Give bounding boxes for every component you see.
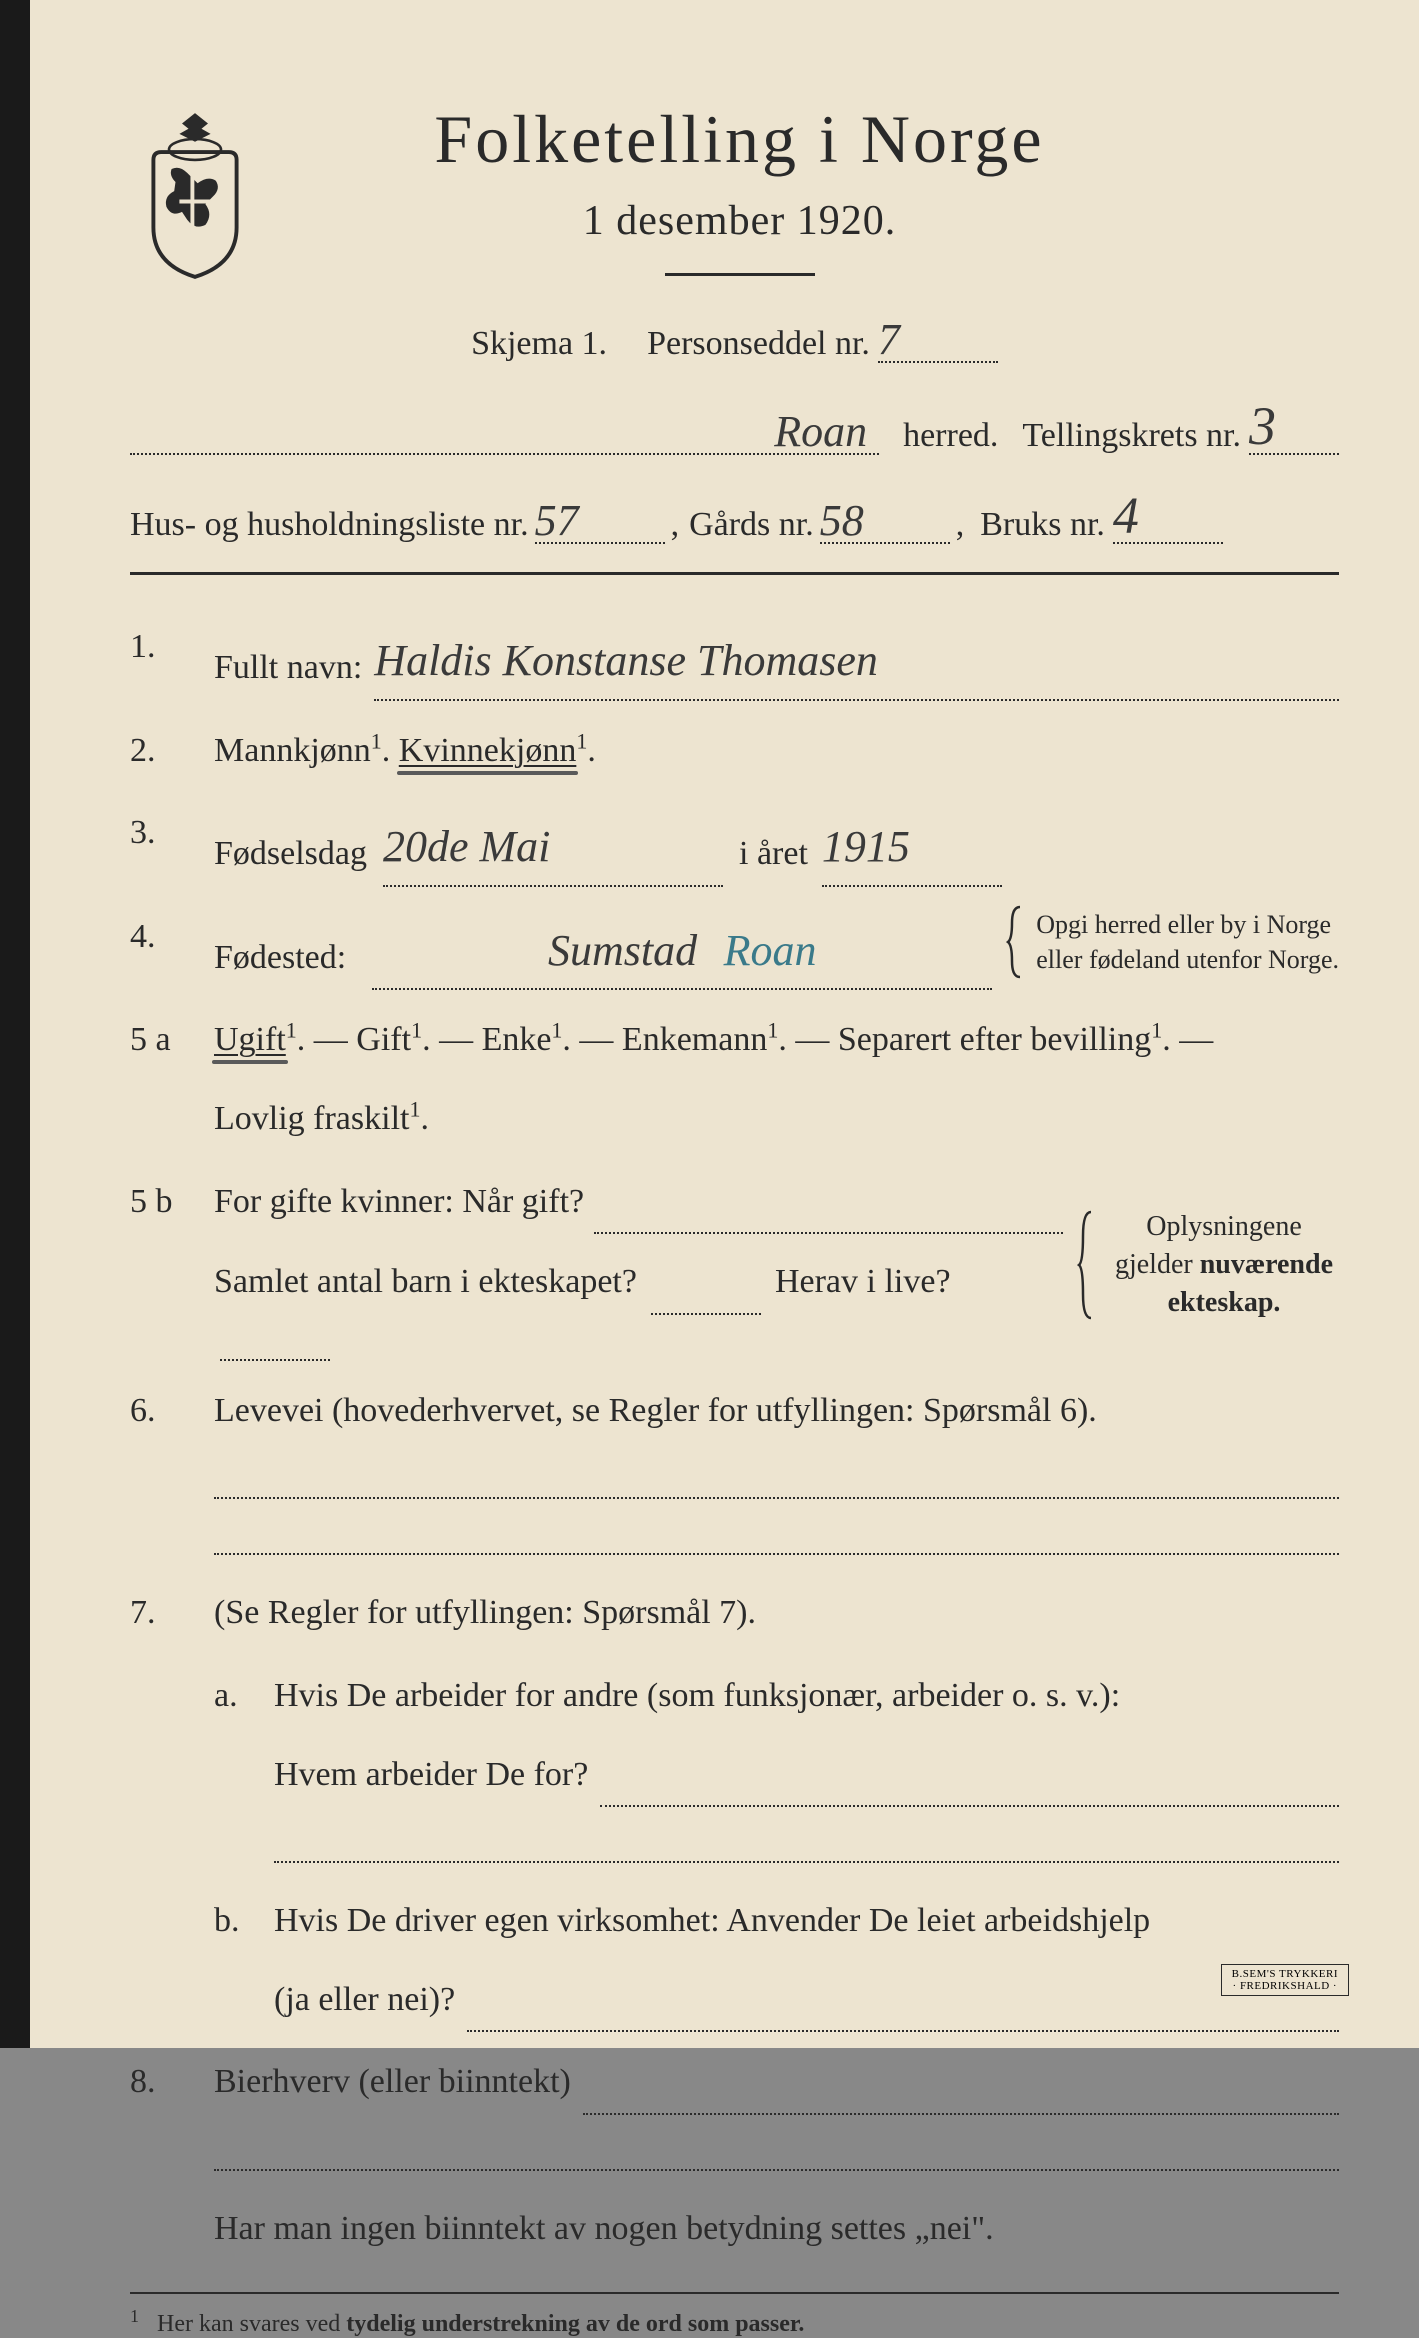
census-form-page: Folketelling i Norge 1 desember 1920. Sk… [0, 0, 1419, 2048]
q5a-enke: Enke [482, 1021, 552, 1058]
q8-num: 8. [130, 2050, 214, 2115]
brace-icon [1077, 1210, 1095, 1320]
meta-section: Skjema 1. Personseddel nr. 7 Roan herred… [130, 310, 1339, 544]
q5b-note: Oplysningene gjelder nuværende ekteskap. [1109, 1208, 1339, 1321]
q5b-gifte: For gifte kvinner: Når gift? [214, 1170, 584, 1235]
header: Folketelling i Norge 1 desember 1920. [130, 100, 1339, 280]
coat-of-arms-icon [130, 110, 260, 280]
q7a-text1: Hvis De arbeider for andre (som funksjon… [274, 1664, 1339, 1729]
hus-label: Hus- og husholdningsliste nr. [130, 506, 529, 544]
q4-value2: Roan [724, 926, 817, 975]
q7-text: (Se Regler for utfyllingen: Spørsmål 7). [214, 1581, 1339, 1646]
q7-row: 7. (Se Regler for utfyllingen: Spørsmål … [130, 1581, 1339, 1646]
q5a-num: 5 a [130, 1008, 214, 1073]
printer-mark: B.SEM'S TRYKKERI · FREDRIKSHALD · [1221, 1964, 1349, 1996]
meta-row-1: Skjema 1. Personseddel nr. 7 [130, 310, 1339, 363]
q4-note: Opgi herred eller by i Norge eller fødel… [1006, 905, 1339, 979]
q7b-num: b. [214, 1889, 274, 1954]
q3-num: 3. [130, 801, 214, 866]
tellingskrets-nr: 3 [1249, 396, 1276, 456]
gards-label: Gårds nr. [689, 506, 814, 544]
personseddel-label: Personseddel nr. [647, 325, 870, 363]
q1-value: Haldis Konstanse Thomasen [374, 636, 878, 685]
gards-nr: 58 [820, 496, 864, 545]
title-rule [665, 273, 815, 276]
page-title: Folketelling i Norge [300, 100, 1179, 179]
q7-num: 7. [130, 1581, 214, 1646]
q8-label: Bierhverv (eller biinntekt) [214, 2050, 571, 2115]
footnote: 1 Her kan svares ved tydelig understrekn… [130, 2306, 1339, 2338]
hus-nr: 57 [535, 496, 579, 545]
q8-row: 8. Bierhverv (eller biinntekt) [130, 2050, 1339, 2115]
q5a-gift: Gift [356, 1021, 411, 1058]
q1-row: 1. Fullt navn: Haldis Konstanse Thomasen [130, 615, 1339, 701]
q2-mann: Mannkjønn [214, 732, 371, 769]
q5b-row: 5 b For gifte kvinner: Når gift? Samlet … [130, 1170, 1339, 1361]
meta-row-2: Roan herred. Tellingskrets nr. 3 [130, 391, 1339, 455]
q5b-num: 5 b [130, 1170, 214, 1235]
footnote-rule [130, 2292, 1339, 2294]
q2-row: 2. Mannkjønn1. Kvinnekjønn1. [130, 719, 1339, 784]
q2-num: 2. [130, 719, 214, 784]
q3-aret: i året [739, 822, 808, 887]
q4-row: 4. Fødested: Sumstad Roan Opgi herred el… [130, 905, 1339, 991]
q8-line [214, 2141, 1339, 2171]
q5a-enkemann: Enkemann [622, 1021, 767, 1058]
page-subtitle: 1 desember 1920. [300, 197, 1179, 245]
q7b-text2: (ja eller nei)? [274, 1968, 455, 2033]
q5b-barn: Samlet antal barn i ekteskapet? [214, 1250, 637, 1315]
section-rule [130, 572, 1339, 575]
q5a-row: 5 a Ugift1. — Gift1. — Enke1. — Enkemann… [130, 1008, 1339, 1151]
q6-num: 6. [130, 1379, 214, 1444]
q2-kvinne: Kvinnekjønn [399, 732, 577, 769]
herred-value: Roan [774, 407, 867, 456]
skjema-label: Skjema 1. [471, 325, 607, 363]
tellingskrets-label: Tellingskrets nr. [1022, 417, 1241, 455]
herred-label: herred. [903, 417, 998, 455]
meta-row-3: Hus- og husholdningsliste nr. 57 , Gårds… [130, 483, 1339, 544]
q7a-text2: Hvem arbeider De for? [274, 1743, 588, 1808]
q6-row: 6. Levevei (hovederhvervet, se Regler fo… [130, 1379, 1339, 1444]
q7a-num: a. [214, 1664, 274, 1729]
q5b-herav: Herav i live? [775, 1250, 951, 1315]
q7a-row: a. Hvis De arbeider for andre (som funks… [130, 1664, 1339, 1807]
bruks-nr: 4 [1113, 488, 1139, 545]
q1-num: 1. [130, 615, 214, 680]
q3-day: 20de Mai [383, 822, 550, 871]
q4-note2: eller fødeland utenfor Norge. [1036, 942, 1339, 977]
q3-label: Fødselsdag [214, 822, 367, 887]
q6-line2 [214, 1525, 1339, 1555]
q7a-line [274, 1833, 1339, 1863]
q4-label: Fødested: [214, 926, 346, 991]
q6-text: Levevei (hovederhvervet, se Regler for u… [214, 1379, 1339, 1444]
q1-label: Fullt navn: [214, 636, 362, 701]
questions: 1. Fullt navn: Haldis Konstanse Thomasen… [130, 615, 1339, 2262]
q4-note1: Opgi herred eller by i Norge [1036, 907, 1339, 942]
q5a-separert: Separert efter bevilling [838, 1021, 1151, 1058]
q3-year: 1915 [822, 822, 910, 871]
q7b-row: b. Hvis De driver egen virksomhet: Anven… [130, 1889, 1339, 2032]
closing-text: Har man ingen biinntekt av nogen betydni… [214, 2197, 1339, 2262]
q5a-lovlig: Lovlig fraskilt [214, 1100, 409, 1137]
q5a-ugift: Ugift [214, 1021, 286, 1058]
q4-num: 4. [130, 905, 214, 970]
brace-icon [1006, 905, 1024, 979]
personseddel-nr: 7 [878, 315, 900, 364]
title-block: Folketelling i Norge 1 desember 1920. [300, 100, 1339, 276]
q6-line1 [214, 1469, 1339, 1499]
bruks-label: Bruks nr. [980, 506, 1105, 544]
q4-value: Sumstad [548, 926, 697, 975]
q3-row: 3. Fødselsdag 20de Mai i året 1915 [130, 801, 1339, 887]
q7b-text1: Hvis De driver egen virksomhet: Anvender… [274, 1889, 1339, 1954]
